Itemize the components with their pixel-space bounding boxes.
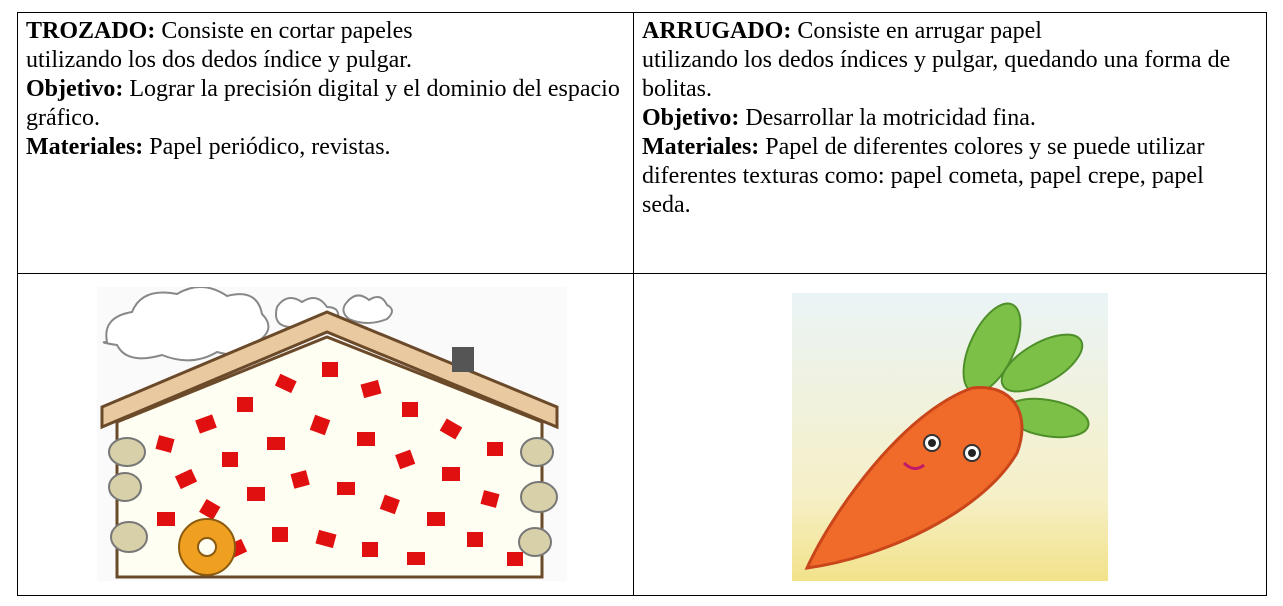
description: Consiste en arrugar papel (797, 18, 1042, 44)
materials: Papel periódico, revistas. (149, 134, 391, 160)
paragraph: Objetivo: Lograr la precisión digital y … (26, 75, 626, 133)
cell: TROZADO: Consiste en cortar papeles utili… (26, 17, 626, 162)
materials-label: Materiales: (26, 134, 144, 160)
description: utilizando los dedos índices y pulgar, q… (642, 47, 1231, 102)
objective-label: Objetivo: (26, 76, 124, 102)
column-divider (633, 13, 634, 595)
description: utilizando los dos dedos índice y pulgar… (26, 47, 412, 73)
cell: ARRUGADO: Consiste en arrugar papel utili… (642, 17, 1257, 220)
trozado-illustration (97, 287, 567, 581)
term: TROZADO: (26, 18, 156, 44)
materials: Papel de diferentes colores y se puede u… (642, 134, 1205, 218)
paragraph: Objetivo: Desarrollar la motricidad fina… (642, 104, 1257, 133)
arrugado-illustration (792, 293, 1108, 581)
paragraph: Materiales: Papel de diferentes colores … (642, 133, 1257, 220)
row-divider (18, 273, 1266, 274)
term: ARRUGADO: (642, 18, 792, 44)
paragraph: TROZADO: Consiste en cortar papeles utili… (26, 17, 626, 75)
objective-label: Objetivo: (642, 105, 740, 131)
materials-label: Materiales: (642, 134, 760, 160)
paragraph: ARRUGADO: Consiste en arrugar papel utili… (642, 17, 1257, 104)
table: TROZADO: Consiste en cortar papeles utili… (17, 12, 1267, 596)
objective: Lograr la precisión digital y el dominio… (26, 76, 620, 131)
paragraph: Materiales: Papel periódico, revistas. (26, 133, 626, 162)
objective: Desarrollar la motricidad fina. (745, 105, 1036, 131)
description: Consiste en cortar papeles (161, 18, 413, 44)
